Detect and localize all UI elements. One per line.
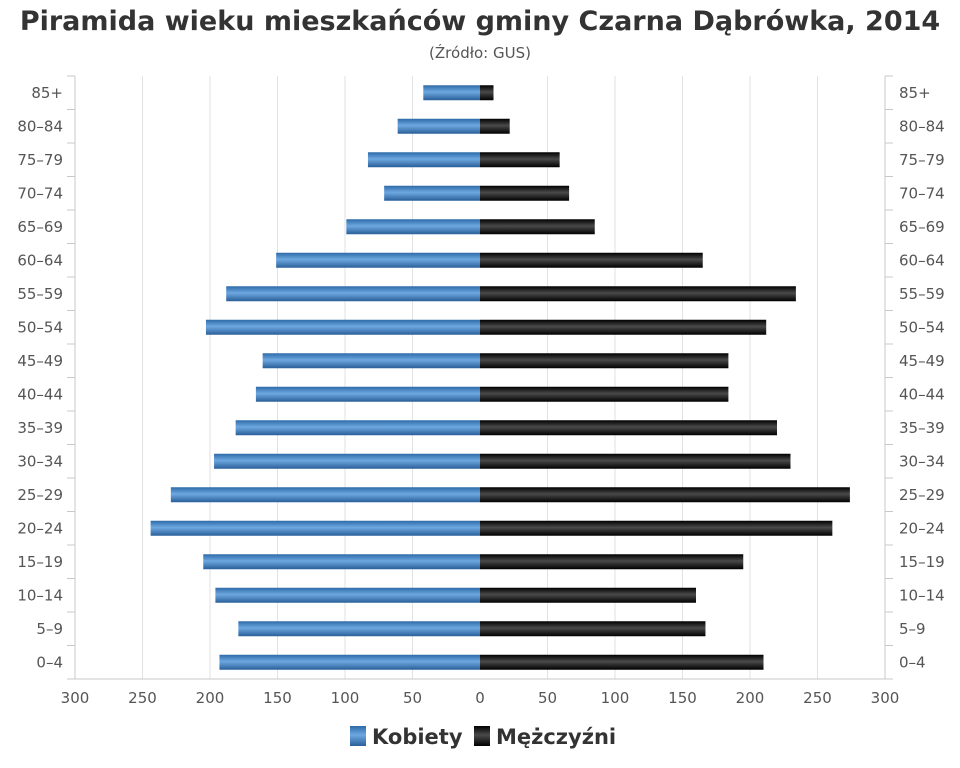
female-bar: [262, 353, 480, 369]
male-bar: [480, 554, 744, 570]
female-bar: [384, 185, 480, 201]
left-category-label: 40–44: [17, 385, 63, 403]
right-category-label: 55–59: [899, 285, 945, 303]
x-tick-label: 50: [538, 689, 557, 707]
left-category-label: 0–4: [36, 653, 63, 671]
x-tick-label: 200: [196, 689, 225, 707]
right-category-label: 60–64: [899, 251, 945, 269]
male-bar: [480, 219, 595, 235]
right-category-label: 75–79: [899, 151, 945, 169]
legend-swatch-mezczyzni: [474, 726, 490, 746]
right-category-label: 80–84: [899, 117, 945, 135]
female-bar: [170, 487, 480, 503]
right-category-label: 65–69: [899, 218, 945, 236]
right-category-label: 40–44: [899, 385, 945, 403]
female-bar: [215, 587, 480, 603]
right-category-label: 5–9: [899, 620, 926, 638]
left-category-label: 15–19: [17, 553, 63, 571]
x-tick-label: 100: [601, 689, 630, 707]
left-category-label: 60–64: [17, 251, 63, 269]
x-tick-label: 50: [403, 689, 422, 707]
right-category-label: 20–24: [899, 519, 945, 537]
left-category-label: 70–74: [17, 184, 63, 202]
left-category-label: 65–69: [17, 218, 63, 236]
legend-swatch-kobiety: [350, 726, 366, 746]
x-tick-label: 100: [331, 689, 360, 707]
female-bar: [423, 85, 480, 101]
male-bar: [480, 152, 560, 168]
chart-title: Piramida wieku mieszkańców gminy Czarna …: [19, 6, 941, 37]
legend-label-mezczyzni: Mężczyźni: [496, 725, 616, 749]
right-category-label: 85+: [899, 84, 931, 102]
female-bar: [226, 286, 480, 302]
female-bar: [150, 520, 480, 536]
male-bar: [480, 353, 729, 369]
left-category-label: 50–54: [17, 318, 63, 336]
left-category-label: 45–49: [17, 352, 63, 370]
male-bar: [480, 487, 850, 503]
x-tick-label: 300: [871, 689, 900, 707]
x-tick-label: 0: [475, 689, 485, 707]
female-bar: [397, 118, 480, 134]
right-category-label: 10–14: [899, 586, 945, 604]
right-category-label: 15–19: [899, 553, 945, 571]
left-category-label: 75–79: [17, 151, 63, 169]
female-bar: [203, 554, 480, 570]
legend-label-kobiety: Kobiety: [372, 725, 463, 749]
female-bar: [235, 420, 480, 436]
male-bar: [480, 319, 767, 335]
right-category-label: 0–4: [899, 653, 926, 671]
male-bar: [480, 185, 570, 201]
x-tick-label: 200: [736, 689, 765, 707]
x-tick-label: 250: [803, 689, 832, 707]
male-bar: [480, 386, 729, 402]
right-category-label: 35–39: [899, 419, 945, 437]
left-category-label: 5–9: [36, 620, 63, 638]
left-category-label: 25–29: [17, 486, 63, 504]
male-bar: [480, 520, 833, 536]
left-category-label: 10–14: [17, 586, 63, 604]
left-category-label: 80–84: [17, 117, 63, 135]
left-category-label: 35–39: [17, 419, 63, 437]
x-tick-label: 150: [263, 689, 292, 707]
male-bar: [480, 654, 764, 670]
male-bar: [480, 621, 706, 637]
male-bar: [480, 420, 777, 436]
left-category-label: 30–34: [17, 452, 63, 470]
right-category-label: 50–54: [899, 318, 945, 336]
male-bar: [480, 85, 494, 101]
left-category-label: 20–24: [17, 519, 63, 537]
male-bar: [480, 587, 696, 603]
female-bar: [238, 621, 480, 637]
female-bar: [346, 219, 480, 235]
female-bar: [276, 252, 480, 268]
male-bar: [480, 252, 703, 268]
female-bar: [219, 654, 480, 670]
x-tick-label: 250: [128, 689, 157, 707]
x-tick-label: 300: [61, 689, 90, 707]
right-category-label: 30–34: [899, 452, 945, 470]
female-bar: [214, 453, 481, 469]
left-category-label: 55–59: [17, 285, 63, 303]
male-bar: [480, 118, 510, 134]
right-category-label: 25–29: [899, 486, 945, 504]
female-bar: [367, 152, 480, 168]
male-bar: [480, 453, 791, 469]
left-category-label: 85+: [31, 84, 63, 102]
chart-subtitle: (Źródło: GUS): [429, 44, 531, 62]
right-category-label: 70–74: [899, 184, 945, 202]
male-bar: [480, 286, 796, 302]
female-bar: [255, 386, 480, 402]
x-tick-label: 150: [668, 689, 697, 707]
right-category-label: 45–49: [899, 352, 945, 370]
female-bar: [205, 319, 480, 335]
